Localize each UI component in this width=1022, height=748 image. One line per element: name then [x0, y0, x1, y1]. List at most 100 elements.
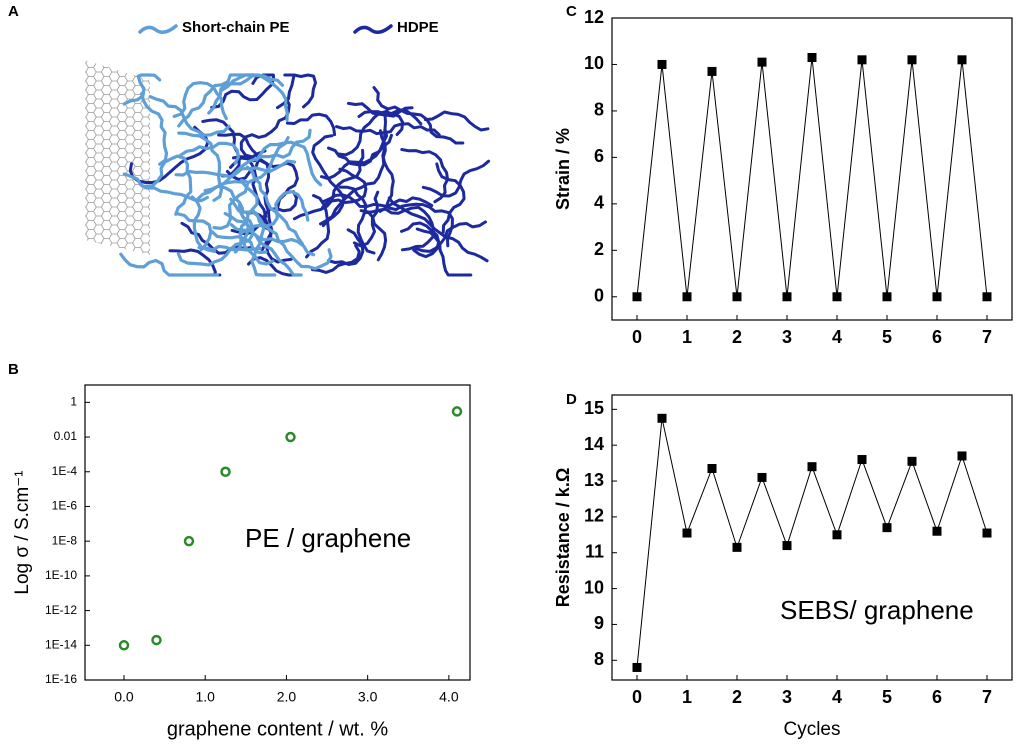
polymer-chain: [172, 81, 228, 121]
y-tick-label: 1E-8: [52, 533, 78, 547]
x-tick-label: 1: [682, 327, 692, 347]
data-point: [907, 55, 917, 65]
legend-swatch: [138, 24, 178, 34]
polymer-chain: [423, 110, 490, 132]
x-tick-label: 1: [682, 687, 692, 707]
polymer-chain: [190, 195, 217, 254]
chart: 0.0 1.0 2.0 3.0 4.0 1 0.01 1E-4 1E-6 1E-8 1E-10 1E-…: [12, 384, 471, 740]
polymer-chain: [179, 141, 240, 165]
polymer-chain: [207, 73, 261, 115]
polymer-chain: [421, 159, 491, 198]
x-tick-label: 4: [832, 327, 842, 347]
polymer-chain: [305, 194, 331, 259]
data-point: [857, 455, 867, 465]
x-axis-label: graphene content / wt. %: [167, 718, 388, 740]
y-tick-label: 10: [584, 53, 604, 73]
data-point: [932, 292, 942, 302]
data-point: [832, 530, 842, 540]
data-point: [632, 662, 642, 672]
polymer-chain: [201, 118, 241, 178]
annotation: PE / graphene: [245, 523, 411, 553]
graphene-sheet: [85, 60, 150, 255]
polymer-chain: [372, 86, 465, 145]
panel-label: C: [566, 3, 577, 20]
polymer-chain: [177, 131, 223, 202]
polymer-chain: [363, 205, 436, 252]
x-tick-label: 2: [732, 687, 742, 707]
data-point: [932, 526, 942, 536]
panel-label: D: [566, 391, 577, 408]
y-tick-label: 0.01: [54, 429, 78, 443]
polymer-chain: [229, 223, 303, 277]
y-tick-label: 11: [585, 541, 604, 561]
polymer-chain: [140, 91, 169, 166]
polymer-chain: [122, 73, 162, 106]
x-tick-label: 1.0: [195, 689, 215, 705]
data-point: [907, 456, 917, 466]
data-point: [732, 542, 742, 552]
data-point: [882, 292, 892, 302]
polymer-chain: [196, 180, 259, 254]
x-tick-label: 7: [982, 687, 992, 707]
polymer-chain: [220, 73, 289, 122]
polymer-diagram: Short-chain PE HDPE: [85, 19, 491, 277]
data-point: [707, 66, 717, 76]
polymer-chain: [176, 203, 255, 267]
polymer-chain: [250, 208, 333, 271]
polymer-chain: [435, 162, 466, 234]
polymer-chain: [335, 122, 441, 137]
y-tick-label: 8: [594, 649, 604, 669]
x-axis-label: Cycles: [783, 719, 840, 740]
y-tick-label: 10: [584, 577, 604, 597]
data-point: [782, 292, 792, 302]
data-point: [707, 463, 717, 473]
x-tick-label: 5: [882, 327, 892, 347]
polymer-chain: [359, 209, 388, 262]
y-tick-label: 1E-14: [45, 637, 77, 651]
polymer-chain: [148, 95, 231, 137]
x-tick-label: 5: [882, 687, 892, 707]
data-point: [657, 413, 667, 423]
data-point: [807, 462, 817, 472]
x-tick-label: 3: [782, 327, 792, 347]
data-point: [782, 541, 792, 551]
panel-label: A: [8, 3, 19, 20]
legend-label: Short-chain PE: [182, 19, 290, 36]
polymer-chain: [338, 185, 376, 255]
y-axis-label: Log σ / S.cm⁻¹: [12, 470, 33, 594]
data-point: [757, 57, 767, 67]
data-point: [220, 466, 231, 478]
data-point: [657, 59, 667, 69]
y-tick-label: 0: [594, 286, 604, 306]
y-tick-label: 1E-12: [45, 603, 77, 617]
x-tick-label: 2: [732, 327, 742, 347]
data-point: [982, 528, 992, 538]
data-point: [857, 55, 867, 65]
polymer-chain: [245, 165, 304, 246]
data-point: [682, 292, 692, 302]
polymer-chain: [400, 148, 450, 204]
polymer-chain: [212, 183, 249, 230]
y-axis-label: Resistance / k.Ω: [553, 468, 573, 608]
polymer-chain: [414, 220, 487, 253]
x-tick-label: 0: [632, 687, 642, 707]
polymer-chain: [288, 73, 317, 109]
polymer-chain: [352, 190, 380, 248]
x-tick-label: 6: [932, 327, 942, 347]
plot-frame: [611, 394, 1013, 681]
polymer-chain: [240, 136, 290, 185]
y-tick-label: 13: [584, 470, 604, 490]
polymer-chain: [337, 110, 405, 157]
polymer-chain: [144, 154, 193, 216]
y-tick-label: 2: [594, 239, 604, 259]
x-tick-label: 0: [632, 327, 642, 347]
data-point: [151, 634, 162, 646]
legend-label: HDPE: [397, 19, 439, 36]
data-point: [732, 292, 742, 302]
polymer-chain: [311, 134, 346, 228]
x-tick-label: 3: [782, 687, 792, 707]
data-point: [957, 451, 967, 461]
polymer-chain: [400, 221, 441, 259]
